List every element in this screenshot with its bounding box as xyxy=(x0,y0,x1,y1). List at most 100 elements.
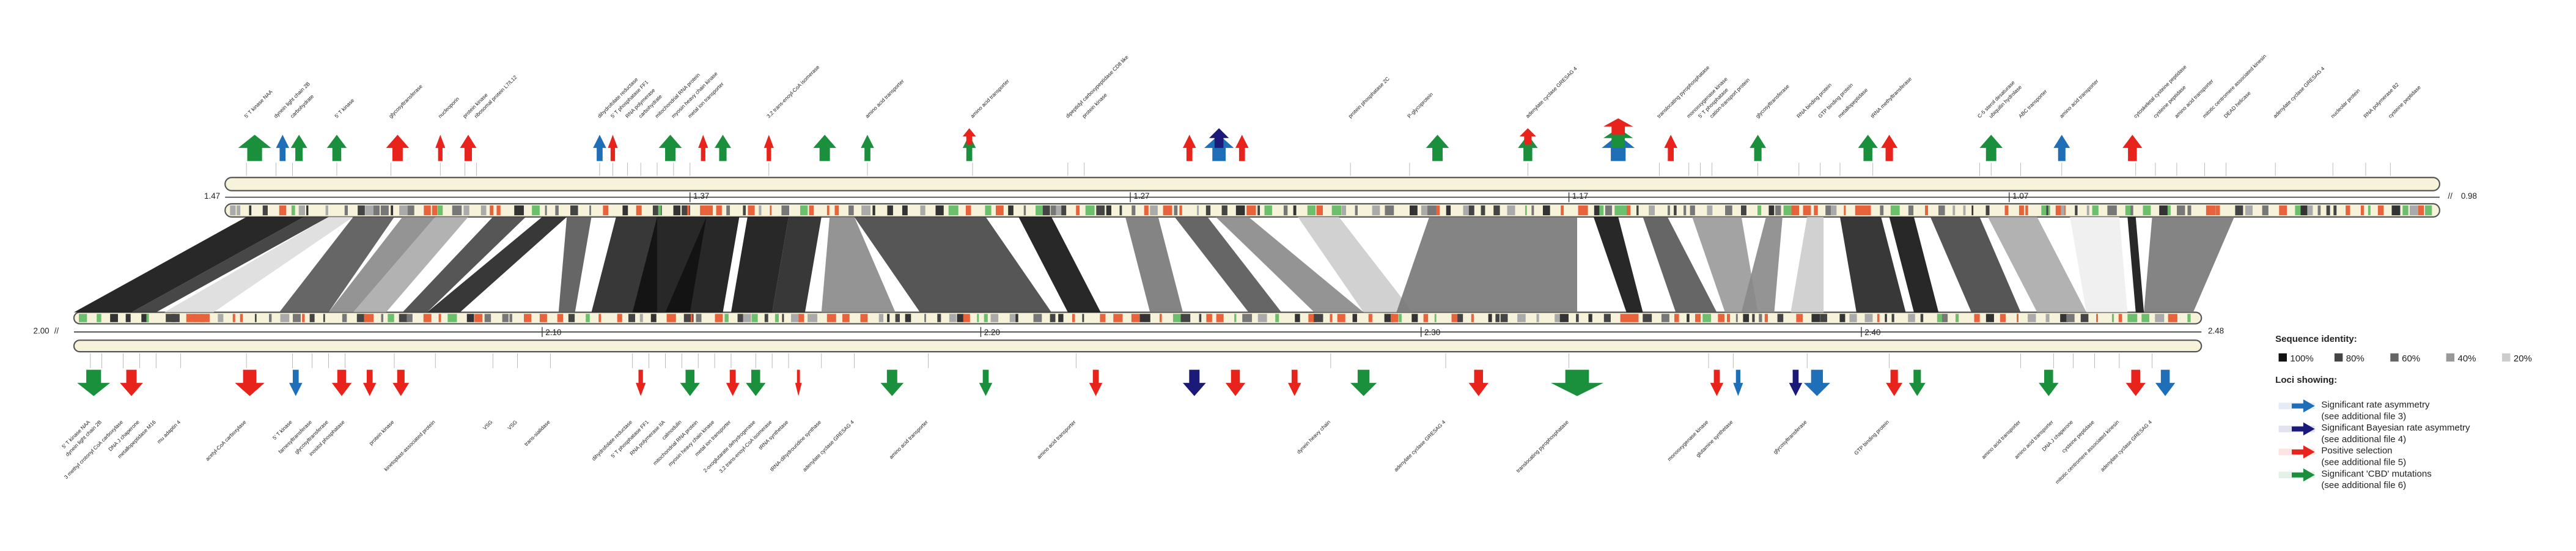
feature xyxy=(1216,314,1224,322)
feature xyxy=(1513,205,1515,216)
feature xyxy=(920,205,926,216)
feature xyxy=(1337,314,1345,322)
gene-label: adenylate cyclase GRESAG 4 xyxy=(1525,65,1578,119)
feature xyxy=(2167,205,2171,216)
gene-label: monooxygenase kinase xyxy=(1666,419,1710,462)
feature xyxy=(1985,205,1990,216)
feature xyxy=(1427,205,1437,216)
feature xyxy=(364,314,374,322)
feature xyxy=(1603,314,1611,322)
feature xyxy=(1633,314,1639,322)
gene-label: nucleolar protein xyxy=(2330,87,2361,119)
locus-arrow xyxy=(1183,369,1206,396)
feature xyxy=(1908,314,1915,322)
feature xyxy=(1599,205,1604,216)
feature xyxy=(1264,205,1272,216)
feature xyxy=(724,314,729,322)
feature xyxy=(1085,205,1095,216)
gene-label: amino acid transporter xyxy=(969,78,1010,119)
synteny-ribbon xyxy=(1593,216,1643,312)
feature xyxy=(201,314,210,322)
feature xyxy=(388,314,394,322)
feature xyxy=(2418,205,2424,216)
feature xyxy=(1205,205,1211,216)
feature xyxy=(707,205,713,216)
feature xyxy=(2409,205,2419,216)
locus-arrow xyxy=(362,369,377,396)
feature xyxy=(1113,314,1123,322)
synteny-ribbon xyxy=(558,216,592,312)
feature xyxy=(726,205,730,216)
feature xyxy=(1690,205,1695,216)
feature xyxy=(1855,205,1863,216)
locus-arrow xyxy=(1235,135,1249,161)
tick-label: 2.30 xyxy=(1424,328,1440,337)
feature xyxy=(1368,314,1372,322)
feature xyxy=(1925,205,1929,216)
feature xyxy=(1877,314,1880,322)
locus-arrow xyxy=(795,369,802,396)
gene-label: amino acid transporter xyxy=(888,419,929,460)
synteny-ribbon xyxy=(1018,216,1101,312)
feature xyxy=(2187,205,2191,216)
feature xyxy=(715,314,723,322)
feature xyxy=(1096,205,1105,216)
feature xyxy=(1082,314,1084,322)
locus-arrow xyxy=(1664,135,1677,161)
feature xyxy=(985,205,992,216)
feature xyxy=(79,314,87,322)
feature xyxy=(1908,205,1914,216)
feature xyxy=(1061,205,1067,216)
feature xyxy=(924,314,926,322)
feature xyxy=(1830,205,1837,216)
locus-arrow xyxy=(1733,369,1743,396)
feature xyxy=(2141,314,2150,322)
feature xyxy=(1627,205,1631,216)
feature xyxy=(1627,314,1635,322)
feature xyxy=(432,205,438,216)
synteny-ribbon xyxy=(1930,216,2021,312)
locus-arrow xyxy=(608,135,618,161)
feature xyxy=(902,205,908,216)
feature xyxy=(490,205,494,216)
break: // xyxy=(54,327,59,336)
locus-arrow xyxy=(715,135,731,161)
locus-arrow xyxy=(238,135,271,161)
feature xyxy=(589,205,591,216)
feature xyxy=(1411,314,1418,322)
feature xyxy=(309,314,315,322)
gene-label: glycosyltransferase xyxy=(388,83,424,119)
feature xyxy=(2118,314,2122,322)
feature xyxy=(423,314,432,322)
locus-arrow xyxy=(1908,369,1926,396)
feature xyxy=(1559,314,1569,322)
feature xyxy=(1578,205,1588,216)
feature xyxy=(1221,205,1227,216)
feature xyxy=(1718,314,1724,322)
feature xyxy=(1174,205,1178,216)
feature xyxy=(1076,205,1080,216)
top-start: 1.47 xyxy=(204,191,220,201)
feature xyxy=(1463,205,1470,216)
locus-arrow xyxy=(1350,369,1377,396)
locus-arrow xyxy=(1518,135,1538,161)
synteny-ribbon xyxy=(1790,216,1824,312)
feature xyxy=(2235,205,2243,216)
feature xyxy=(2206,205,2216,216)
locus-arrow xyxy=(435,135,446,161)
locus-arrow xyxy=(1426,135,1449,161)
feature xyxy=(1759,314,1762,322)
feature xyxy=(1542,205,1550,216)
feature xyxy=(2130,205,2133,216)
feature xyxy=(1436,205,1440,216)
feature xyxy=(1180,314,1191,322)
locus-arrow xyxy=(764,135,774,161)
feature xyxy=(2107,205,2117,216)
identity-swatch xyxy=(2446,353,2455,362)
feature xyxy=(365,205,375,216)
synteny-ribbon xyxy=(1298,216,1413,312)
feature xyxy=(1330,314,1333,322)
feature xyxy=(2086,205,2089,216)
locus-arrow xyxy=(979,369,993,396)
feature xyxy=(1100,314,1106,322)
